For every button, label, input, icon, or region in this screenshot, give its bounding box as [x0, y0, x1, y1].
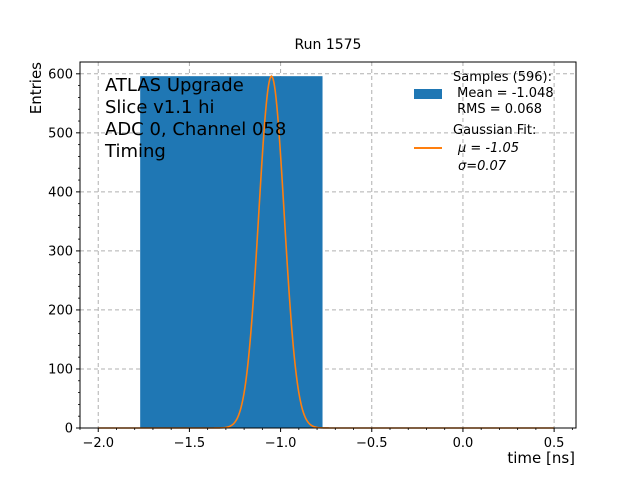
y-tick-label: 500 — [48, 126, 73, 141]
x-tick-label: −1.0 — [265, 436, 297, 451]
annotation-line-4: Timing — [104, 141, 166, 162]
y-axis-ticks: 0 100 200 300 400 500 600 — [48, 67, 80, 437]
x-tick-label: 0.5 — [544, 436, 565, 451]
y-tick-label: 100 — [48, 362, 73, 377]
x-tick-label: 0.0 — [453, 436, 474, 451]
y-tick-label: 300 — [48, 244, 73, 259]
legend-swatch-samples — [414, 89, 442, 99]
annotation-line-3: ADC 0, Channel 058 — [105, 119, 286, 140]
histogram-bar — [140, 76, 323, 429]
x-axis-ticks: −2.0 −1.5 −1.0 −0.5 0.0 0.5 — [79, 428, 573, 451]
legend-fit-line-2: μ = -1.05 — [457, 141, 519, 156]
legend-samples-line-2: Mean = -1.048 — [453, 86, 554, 101]
legend: Samples (596): Mean = -1.048 RMS = 0.068… — [414, 70, 554, 174]
y-tick-label: 0 — [65, 422, 73, 437]
plot-frame — [79, 61, 577, 429]
y-tick-label: 400 — [48, 185, 73, 200]
annotation-block: ATLAS Upgrade Slice v1.1 hi ADC 0, Chann… — [104, 75, 286, 162]
x-tick-label: −2.0 — [82, 436, 114, 451]
chart-title: Run 1575 — [295, 37, 362, 53]
y-axis-label: Entries — [27, 62, 45, 114]
legend-samples-line-1: Samples (596): — [453, 70, 552, 85]
annotation-line-2: Slice v1.1 hi — [105, 97, 215, 118]
legend-fit-line-1: Gaussian Fit: — [453, 123, 536, 138]
annotation-line-1: ATLAS Upgrade — [105, 75, 244, 96]
x-axis-label: time [ns] — [507, 449, 575, 467]
legend-fit-line-3: σ=0.07 — [458, 159, 507, 174]
x-tick-label: −1.5 — [174, 436, 206, 451]
y-tick-label: 600 — [48, 67, 73, 82]
histogram-bars — [140, 76, 323, 429]
x-tick-label: −0.5 — [356, 436, 388, 451]
y-tick-label: 200 — [48, 303, 73, 318]
legend-samples-line-3: RMS = 0.068 — [453, 102, 542, 117]
